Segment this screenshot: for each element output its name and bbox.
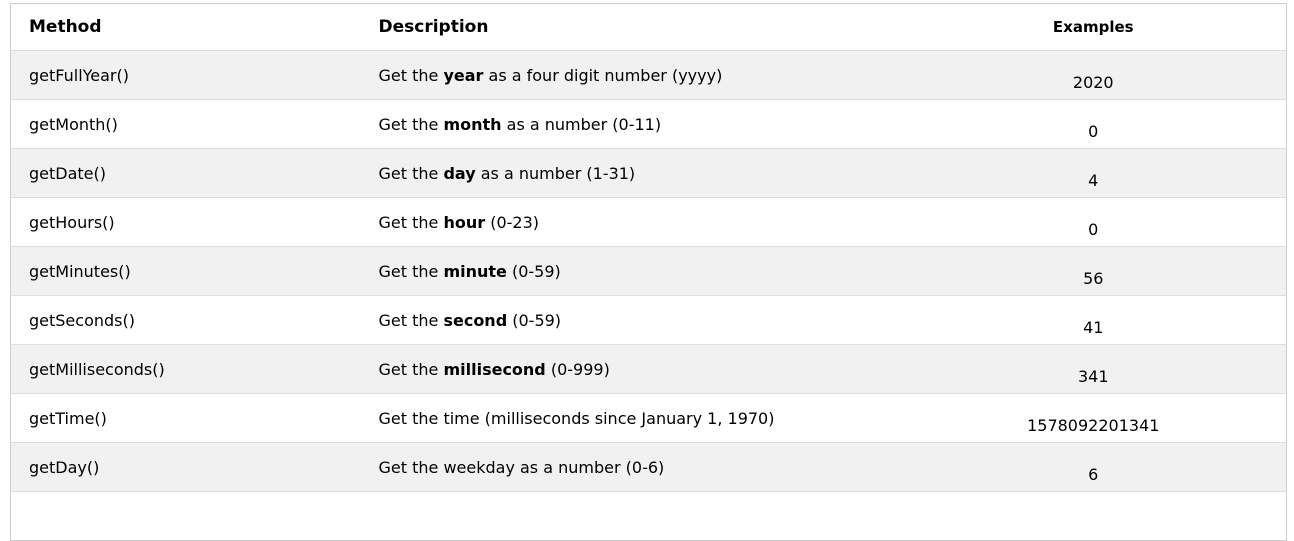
method-name: getHours() <box>29 212 115 232</box>
column-header-description: Description <box>360 3 901 51</box>
table-body: getFullYear() Get the year as a four dig… <box>10 50 1287 541</box>
method-cell: getDate() <box>10 148 361 198</box>
method-cell: getFullYear() <box>10 50 361 100</box>
description-text-post: as a number (0-11) <box>501 114 662 134</box>
method-name: getDay() <box>29 457 100 477</box>
example-cell: 56 <box>900 246 1287 296</box>
example-cell: 1578092201341 <box>900 393 1287 443</box>
partial-row <box>10 491 1287 541</box>
description-text-post: (0-999) <box>545 359 610 379</box>
example-cell: 2020 <box>900 50 1287 100</box>
table-header: Method Description Examples <box>10 3 1287 51</box>
method-cell: getMonth() <box>10 99 361 149</box>
description-cell: Get the minute (0-59) <box>360 246 901 296</box>
method-cell: getDay() <box>10 442 361 492</box>
description-cell: Get the time (milliseconds since January… <box>360 393 901 443</box>
method-name: getSeconds() <box>29 310 135 330</box>
description-text-pre: Get the <box>378 163 444 183</box>
example-cell: 0 <box>900 197 1287 247</box>
description-text-post: as a four digit number (yyyy) <box>483 65 723 85</box>
description-keyword: second <box>443 310 508 330</box>
example-value: 4 <box>1088 170 1099 190</box>
description-text-pre: Get the <box>378 65 444 85</box>
description-cell: Get the year as a four digit number (yyy… <box>360 50 901 100</box>
example-value: 0 <box>1088 121 1099 141</box>
method-name: getMonth() <box>29 114 118 134</box>
description-keyword: year <box>443 65 484 85</box>
table-row: getSeconds() Get the second (0-59) 41 <box>10 295 1287 345</box>
example-value: 1578092201341 <box>1027 415 1160 435</box>
example-value: 2020 <box>1072 72 1114 92</box>
method-name: getMinutes() <box>29 261 131 281</box>
description-text-post: as a number (1-31) <box>475 163 636 183</box>
description-keyword: day <box>443 163 476 183</box>
method-name: getDate() <box>29 163 106 183</box>
description-text-pre: Get the time (milliseconds since January… <box>378 408 775 428</box>
description-keyword: minute <box>443 261 507 281</box>
table-row: getMilliseconds() Get the millisecond (0… <box>10 344 1287 394</box>
description-text-pre: Get the <box>378 114 444 134</box>
table-row: getDate() Get the day as a number (1-31)… <box>10 148 1287 198</box>
description-keyword: hour <box>443 212 486 232</box>
description-cell: Get the hour (0-23) <box>360 197 901 247</box>
example-value: 6 <box>1088 464 1099 484</box>
description-text-pre: Get the <box>378 310 444 330</box>
description-text-pre: Get the <box>378 359 444 379</box>
date-methods-table-container: Method Description Examples getFullYear(… <box>10 3 1287 541</box>
table-row: getMinutes() Get the minute (0-59) 56 <box>10 246 1287 296</box>
description-text-pre: Get the <box>378 212 444 232</box>
description-keyword: millisecond <box>443 359 546 379</box>
method-cell: getHours() <box>10 197 361 247</box>
example-value: 41 <box>1083 317 1104 337</box>
method-cell: getMilliseconds() <box>10 344 361 394</box>
example-value: 341 <box>1077 366 1109 386</box>
method-name: getTime() <box>29 408 107 428</box>
description-text-pre: Get the <box>378 261 444 281</box>
table-row: getDay() Get the weekday as a number (0-… <box>10 442 1287 492</box>
description-cell: Get the millisecond (0-999) <box>360 344 901 394</box>
example-cell: 0 <box>900 99 1287 149</box>
example-value: 56 <box>1083 268 1104 288</box>
description-text-post: (0-23) <box>485 212 540 232</box>
column-header-examples: Examples <box>900 3 1287 51</box>
example-value: 0 <box>1088 219 1099 239</box>
table-row: getTime() Get the time (milliseconds sin… <box>10 393 1287 443</box>
description-cell: Get the second (0-59) <box>360 295 901 345</box>
method-name: getMilliseconds() <box>29 359 165 379</box>
description-text-pre: Get the weekday as a number (0-6) <box>378 457 665 477</box>
method-cell: getMinutes() <box>10 246 361 296</box>
description-keyword: month <box>443 114 502 134</box>
date-methods-table: Method Description Examples getFullYear(… <box>10 3 1287 541</box>
example-cell: 6 <box>900 442 1287 492</box>
description-text-post: (0-59) <box>507 310 562 330</box>
example-cell: 341 <box>900 344 1287 394</box>
table-row: getFullYear() Get the year as a four dig… <box>10 50 1287 100</box>
method-cell: getTime() <box>10 393 361 443</box>
description-cell: Get the weekday as a number (0-6) <box>360 442 901 492</box>
method-cell: getSeconds() <box>10 295 361 345</box>
description-cell: Get the month as a number (0-11) <box>360 99 901 149</box>
example-cell: 41 <box>900 295 1287 345</box>
table-row: getMonth() Get the month as a number (0-… <box>10 99 1287 149</box>
table-row: getHours() Get the hour (0-23) 0 <box>10 197 1287 247</box>
method-name: getFullYear() <box>29 65 129 85</box>
column-header-method: Method <box>10 3 361 51</box>
description-text-post: (0-59) <box>506 261 561 281</box>
description-cell: Get the day as a number (1-31) <box>360 148 901 198</box>
header-row: Method Description Examples <box>10 3 1287 51</box>
example-cell: 4 <box>900 148 1287 198</box>
